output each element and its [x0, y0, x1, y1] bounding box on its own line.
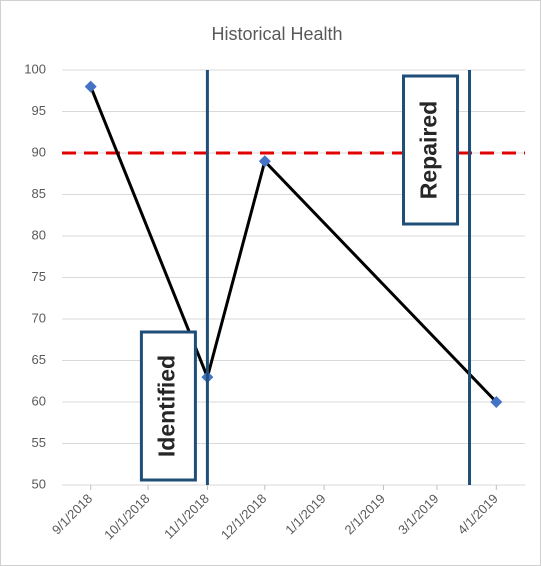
series-line: [89, 86, 498, 404]
y-tick-label: 65: [32, 352, 46, 367]
annotation-label: Repaired: [416, 101, 442, 199]
marker: [84, 80, 97, 93]
annotation-box: [139, 330, 197, 482]
y-tick-label: 85: [32, 186, 46, 201]
y-tick-label: 70: [32, 310, 46, 325]
marker: [258, 155, 271, 168]
annotation-box: [402, 74, 460, 226]
y-tick-label: 75: [32, 269, 46, 284]
marker: [490, 396, 503, 408]
y-tick-label: 60: [32, 393, 46, 408]
y-tick-label: 90: [32, 144, 46, 159]
annotation-label: Identified: [153, 355, 179, 457]
y-tick-label: 55: [32, 435, 46, 450]
y-tick-label: 80: [32, 227, 46, 242]
chart-title: Historical Health: [211, 24, 342, 44]
y-tick-label: 100: [24, 61, 46, 76]
y-tick-label: 50: [32, 476, 46, 491]
y-tick-label: 95: [32, 103, 46, 118]
